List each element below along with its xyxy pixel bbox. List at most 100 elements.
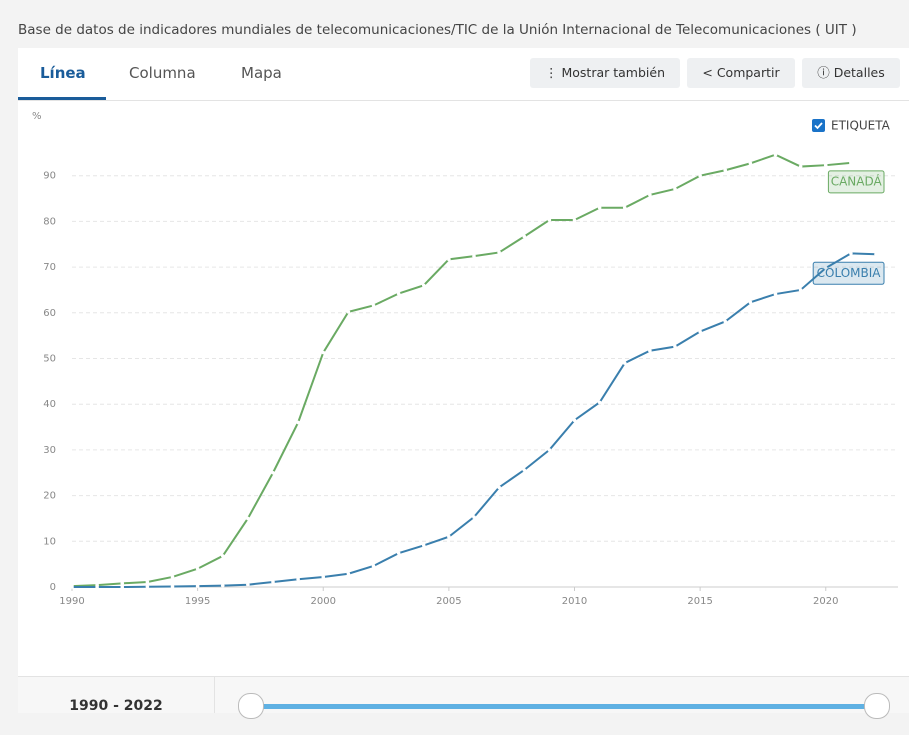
button-label: Mostrar también — [561, 65, 665, 80]
point — [497, 485, 501, 490]
point — [723, 319, 728, 324]
point — [321, 350, 326, 355]
point — [371, 303, 376, 308]
point — [547, 218, 552, 222]
point — [120, 581, 125, 586]
point — [698, 329, 702, 334]
point — [748, 300, 753, 305]
point — [597, 205, 602, 210]
series-line — [71, 153, 851, 588]
point — [346, 571, 351, 576]
y-tick-label: 90 — [43, 171, 56, 182]
legend-label: COLOMBIA — [817, 266, 882, 280]
point — [195, 584, 200, 588]
x-tick-label: 1990 — [59, 596, 84, 607]
y-tick-label: 60 — [43, 308, 56, 319]
button-label: Compartir — [716, 65, 780, 80]
point — [396, 551, 401, 555]
point — [547, 448, 552, 452]
point — [622, 205, 627, 210]
y-tick-label: 20 — [43, 491, 56, 502]
point — [447, 534, 451, 539]
y-tick-label: 70 — [43, 262, 56, 273]
y-tick-label: 50 — [43, 354, 56, 365]
point — [522, 234, 527, 239]
point — [849, 161, 853, 165]
point — [371, 564, 376, 568]
point — [346, 310, 351, 314]
y-tick-label: 30 — [43, 445, 56, 456]
button-label: Detalles — [833, 65, 885, 80]
point — [522, 468, 527, 472]
y-axis-label: % — [32, 111, 42, 122]
details-button[interactable]: ⓘ Detalles — [802, 58, 900, 88]
label-box — [827, 170, 885, 194]
point — [698, 173, 702, 178]
point — [421, 283, 426, 288]
point — [246, 516, 250, 521]
panel: Línea Columna Mapa ⋮ Mostrar también < C… — [18, 48, 909, 719]
series-line — [72, 252, 877, 588]
y-tick-label: 40 — [43, 399, 56, 410]
series-label: CANADÁ — [827, 170, 885, 194]
point — [597, 400, 602, 405]
y-tick-label: 0 — [50, 582, 56, 593]
point — [296, 420, 300, 425]
x-tick-label: 2005 — [436, 596, 461, 607]
label-box — [812, 261, 885, 285]
range-knob[interactable] — [238, 693, 264, 719]
point — [195, 566, 200, 571]
point — [648, 348, 652, 353]
point — [95, 585, 99, 589]
point — [823, 266, 828, 270]
share-button[interactable]: < Compartir — [687, 58, 795, 88]
point — [823, 163, 828, 167]
point — [145, 584, 150, 589]
point — [673, 344, 677, 349]
point — [874, 252, 878, 257]
point — [321, 575, 326, 579]
x-tick-label: 2020 — [813, 596, 838, 607]
point — [622, 361, 627, 365]
point — [220, 554, 225, 558]
tab[interactable]: Columna — [129, 64, 196, 82]
point — [70, 585, 74, 589]
x-tick-label: 2010 — [562, 596, 587, 607]
x-tick-label: 2000 — [311, 596, 336, 607]
show-button[interactable]: ⋮ Mostrar también — [530, 58, 680, 88]
point — [271, 580, 275, 584]
range-track — [256, 704, 876, 709]
point — [120, 585, 125, 589]
point — [798, 288, 803, 292]
point — [421, 543, 426, 548]
range-knob[interactable] — [864, 693, 890, 719]
tab-bar: Línea Columna Mapa ⋮ Mostrar también < C… — [18, 48, 909, 101]
range-label: 1990 - 2022 — [18, 677, 215, 714]
point — [170, 575, 175, 579]
point — [220, 583, 225, 588]
page: Base de datos de indicadores mundiales d… — [18, 22, 909, 719]
point — [246, 582, 250, 587]
point — [723, 168, 728, 173]
point — [673, 187, 677, 191]
point — [296, 577, 300, 582]
checkbox[interactable] — [812, 119, 825, 132]
y-tick-label: 80 — [43, 216, 56, 227]
series-label: COLOMBIA — [812, 261, 885, 285]
tab[interactable]: Mapa — [241, 64, 282, 82]
y-tick-label: 10 — [43, 536, 56, 547]
point — [572, 418, 577, 422]
range-bar: 1990 - 2022 — [18, 676, 909, 719]
point — [472, 254, 476, 258]
point — [447, 257, 451, 262]
point — [648, 193, 652, 197]
point — [497, 250, 501, 255]
point — [271, 470, 275, 475]
checkmark — [814, 122, 823, 130]
tab[interactable]: Línea — [40, 64, 86, 82]
point — [849, 251, 853, 256]
point — [773, 152, 778, 157]
x-tick-label: 1995 — [185, 596, 210, 607]
point — [396, 291, 401, 296]
page-title: Base de datos de indicadores mundiales d… — [18, 22, 857, 38]
